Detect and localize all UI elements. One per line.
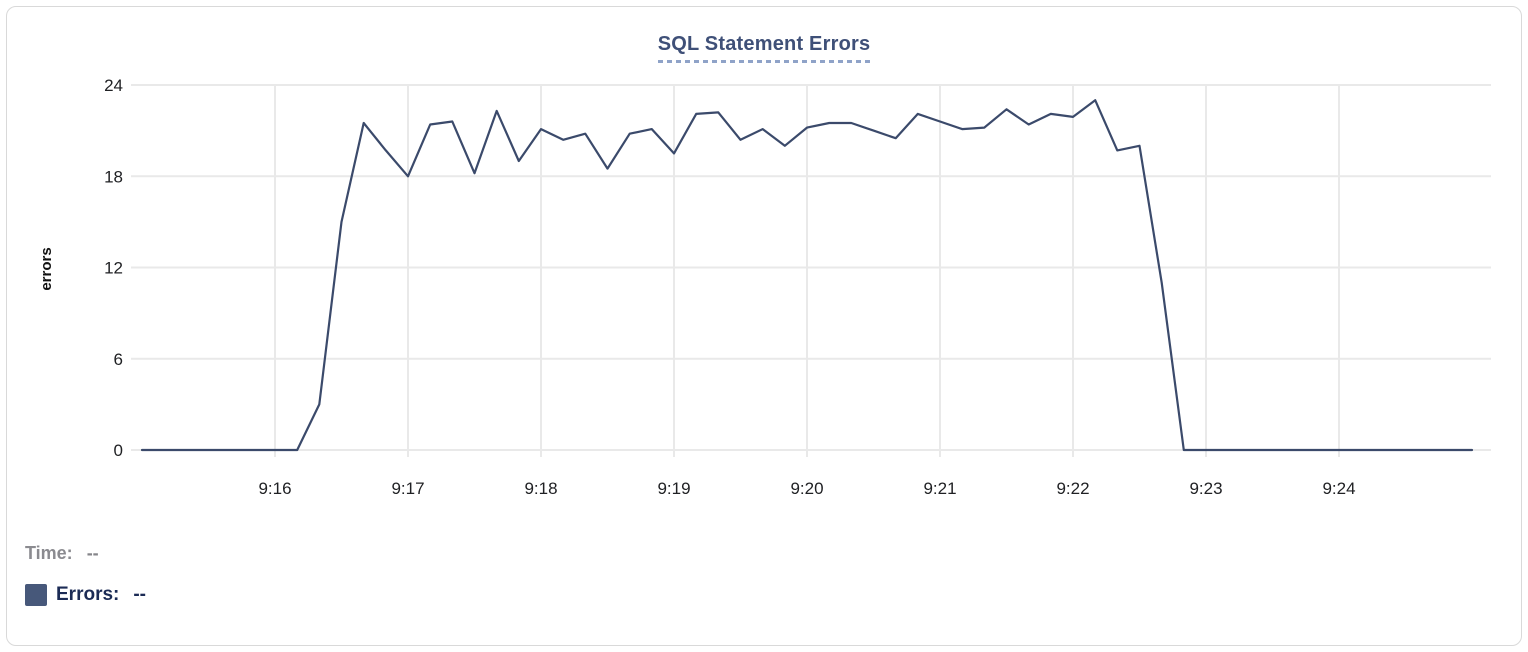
x-tick-label: 9:21 xyxy=(923,479,956,498)
y-tick-label: 0 xyxy=(114,441,123,460)
y-tick-label: 18 xyxy=(104,167,123,186)
x-tick-label: 9:19 xyxy=(657,479,690,498)
y-axis-title: errors xyxy=(38,247,55,290)
x-tick-label: 9:18 xyxy=(524,479,557,498)
y-tick-label: 6 xyxy=(114,350,123,369)
chart-title[interactable]: SQL Statement Errors xyxy=(657,33,871,63)
errors-value: -- xyxy=(133,584,147,605)
errors-line-series[interactable] xyxy=(140,99,1474,452)
time-value: -- xyxy=(86,543,99,563)
x-tick-label: 9:20 xyxy=(790,479,823,498)
errors-series-swatch xyxy=(25,584,47,606)
chart-card: SQL Statement Errors 0 6 12 18 24 9:16 9:17 9:1… xyxy=(6,6,1522,646)
tooltip-readout: Time: -- Errors: -- xyxy=(25,543,146,606)
x-tick-label: 9:22 xyxy=(1056,479,1089,498)
x-tick-label: 9:16 xyxy=(258,479,291,498)
errors-readout: Errors: -- xyxy=(25,584,146,606)
y-tick-label: 24 xyxy=(104,76,123,95)
time-readout: Time: -- xyxy=(25,543,146,564)
time-label: Time: xyxy=(25,543,73,563)
line-chart[interactable]: 0 6 12 18 24 9:16 9:17 9:18 9:19 9:20 9:21 9:22 9:23… xyxy=(7,7,1520,644)
errors-label: Errors: xyxy=(56,584,120,605)
x-tick-label: 9:23 xyxy=(1189,479,1222,498)
x-tick-label: 9:17 xyxy=(391,479,424,498)
x-tick-label: 9:24 xyxy=(1322,479,1355,498)
chart-header: SQL Statement Errors xyxy=(7,33,1521,63)
y-tick-label: 12 xyxy=(104,259,123,278)
